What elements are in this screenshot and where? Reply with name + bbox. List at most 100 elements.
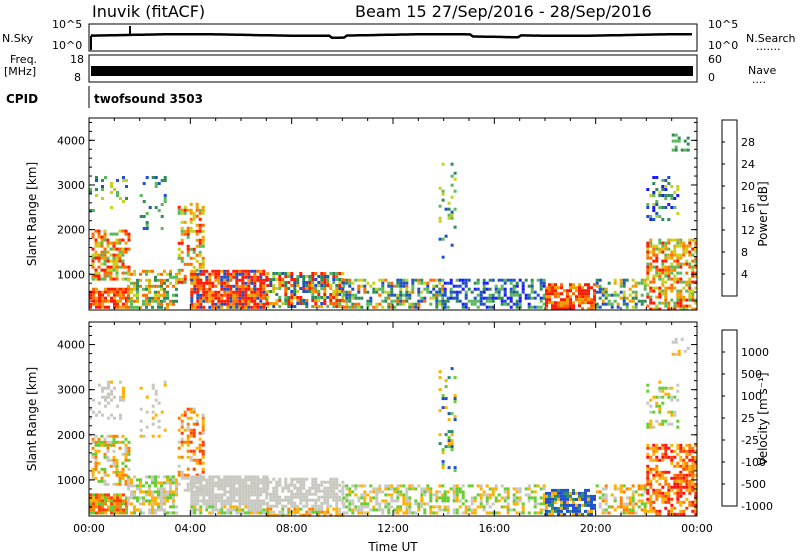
heatmap-cell (357, 296, 361, 300)
heatmap-cell (655, 265, 659, 269)
heatmap-cell (551, 283, 554, 287)
heatmap-cell (175, 275, 178, 279)
heatmap-cell (208, 475, 212, 479)
heatmap-cell (275, 504, 279, 508)
heatmap-cell (485, 287, 489, 291)
velocity-colorbar-label: Velocity [m s⁻¹] (756, 372, 770, 465)
heatmap-cell (205, 281, 209, 285)
heatmap-cell (578, 292, 581, 296)
heatmap-cell (405, 287, 409, 291)
heatmap-cell (98, 410, 101, 414)
heatmap-cell (302, 504, 306, 508)
heatmap-cell (95, 176, 98, 179)
heatmap-cell (195, 446, 199, 450)
heatmap-cell (163, 296, 166, 300)
heatmap-cell (106, 434, 110, 438)
heatmap-cell (259, 511, 263, 515)
heatmap-cell (670, 298, 674, 302)
heatmap-cell (441, 287, 445, 291)
heatmap-cell (691, 509, 695, 513)
heatmap-cell (587, 286, 590, 290)
heatmap-cell (387, 511, 391, 515)
heatmap-cell (509, 296, 513, 300)
heatmap-cell (180, 259, 184, 263)
heatmap-cell (470, 484, 474, 488)
heatmap-cell (578, 304, 581, 308)
heatmap-cell (139, 386, 143, 390)
heatmap-cell (106, 443, 110, 447)
heatmap-cell (311, 296, 315, 299)
heatmap-cell (452, 484, 456, 488)
heatmap-cell (649, 494, 653, 498)
heatmap-cell (685, 506, 689, 510)
heatmap-cell (646, 244, 650, 248)
heatmap-cell (563, 491, 566, 495)
heatmap-cell (420, 502, 424, 506)
heatmap-cell (269, 284, 273, 287)
heatmap-cell (256, 293, 260, 297)
heatmap-cell (238, 284, 242, 288)
heatmap-cell (157, 182, 161, 185)
heatmap-cell (323, 492, 327, 496)
heatmap-cell (293, 507, 297, 511)
heatmap-cell (461, 511, 465, 515)
heatmap-cell (649, 244, 653, 248)
heatmap-cell (342, 305, 346, 309)
heatmap-cell (335, 483, 339, 487)
heatmap-cell (247, 293, 251, 297)
heatmap-cell (667, 491, 671, 495)
heatmap-cell (332, 492, 336, 496)
heatmap-cell (160, 484, 163, 488)
heatmap-cell (136, 293, 139, 297)
heatmap-cell (223, 511, 227, 515)
heatmap-cell (628, 499, 632, 503)
heatmap-cell (266, 296, 270, 299)
heatmap-cell (208, 484, 212, 488)
heatmap-cell (625, 305, 629, 309)
heatmap-cell (545, 494, 548, 498)
heatmap-cell (634, 490, 638, 494)
heatmap-cell (581, 301, 584, 305)
heatmap-cell (435, 499, 439, 503)
heatmap-cell (305, 302, 309, 305)
heatmap-cell (226, 478, 230, 482)
heatmap-cell (631, 278, 635, 282)
heatmap-cell (604, 290, 608, 294)
heatmap-cell (284, 287, 288, 290)
heatmap-cell (649, 446, 653, 450)
heatmap-cell (208, 496, 212, 500)
heatmap-cell (453, 415, 457, 419)
heatmap-cell (676, 265, 680, 269)
heatmap-cell (607, 299, 611, 303)
heatmap-cell (272, 272, 276, 275)
heatmap-cell (518, 487, 522, 491)
heatmap-cell (133, 305, 136, 309)
heatmap-cell (272, 492, 276, 496)
heatmap-cell (262, 490, 266, 494)
heatmap-cell (193, 284, 197, 288)
heatmap-cell (530, 490, 534, 494)
heatmap-cell (497, 287, 501, 291)
heatmap-cell (326, 489, 330, 493)
heatmap-cell (195, 214, 199, 218)
heatmap-cell (95, 505, 98, 509)
heatmap-cell (101, 302, 104, 306)
heatmap-cell (186, 440, 190, 444)
heatmap-cell (253, 284, 257, 288)
heatmap-cell (384, 505, 388, 509)
heatmap-cell (408, 508, 412, 512)
heatmap-cell (124, 455, 128, 459)
heatmap-cell (619, 487, 623, 491)
heatmap-cell (287, 272, 291, 275)
heatmap-cell (679, 455, 683, 459)
heatmap-cell (455, 487, 459, 491)
heatmap-cell (551, 292, 554, 296)
heatmap-cell (554, 301, 557, 305)
heatmap-cell (205, 508, 209, 512)
heatmap-cell (670, 413, 674, 417)
heatmap-cell (351, 484, 355, 488)
heatmap-cell (100, 479, 104, 483)
heatmap-cell (655, 286, 659, 290)
heatmap-cell (575, 497, 578, 501)
heatmap-cell (113, 290, 116, 294)
